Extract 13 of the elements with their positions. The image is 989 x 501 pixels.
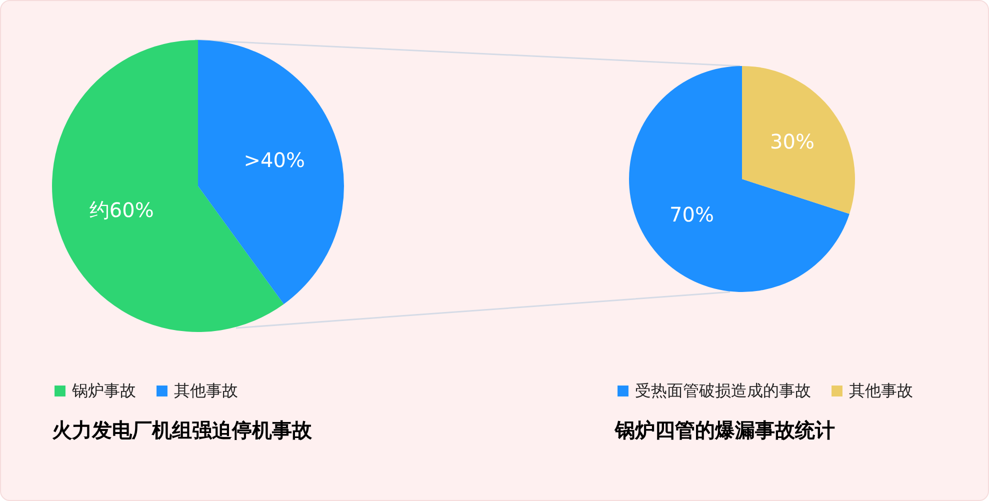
pie-slice (198, 40, 344, 304)
legend-label: 受热面管破损造成的事故 (635, 381, 811, 400)
legend-label: 其他事故 (174, 381, 238, 400)
pie-slice (742, 66, 855, 214)
text: 火力发电厂机组强迫停机事故 (52, 418, 313, 442)
pie-slice (629, 66, 850, 292)
text: 锅炉四管的爆漏事故统计 (614, 418, 835, 442)
data-label: >40% (244, 148, 305, 172)
data-label: 70% (669, 202, 714, 227)
legend-label: 其他事故 (849, 381, 913, 400)
legend-label: 锅炉事故 (71, 381, 136, 400)
data-label: 约60% (89, 198, 154, 222)
data-label: 30% (770, 129, 815, 154)
